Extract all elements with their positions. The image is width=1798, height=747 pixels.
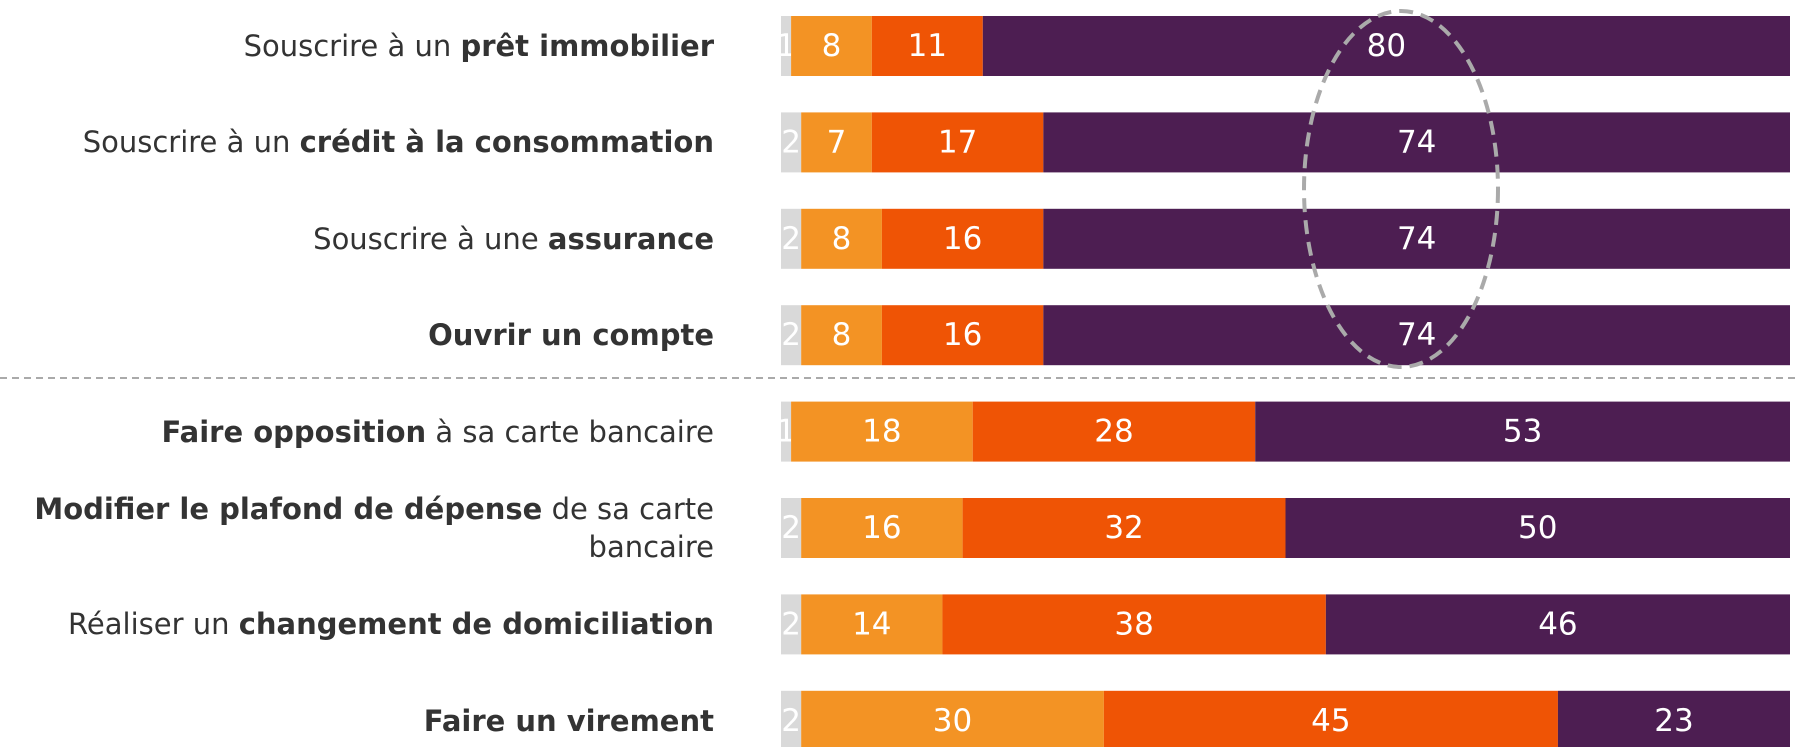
highlight-ellipse <box>1302 9 1500 369</box>
category-label: Souscrire à une assurance <box>0 220 714 258</box>
value-label: 2 <box>781 221 801 257</box>
value-label: 1 <box>776 414 796 450</box>
bar-segment <box>781 16 792 76</box>
bar-segment <box>781 208 802 269</box>
value-label: 2 <box>781 703 801 739</box>
value-label: 16 <box>943 317 982 353</box>
bar-segment <box>1103 690 1558 747</box>
category-label: Souscrire à un crédit à la consommation <box>0 123 714 161</box>
label-part: à sa carte bancaire <box>426 414 714 449</box>
bar-segment <box>881 305 1044 366</box>
value-label: 74 <box>1397 221 1436 257</box>
bar-segment <box>871 112 1044 173</box>
bar-segment <box>781 305 802 366</box>
category-label: Souscrire à un prêt immobilier <box>0 27 714 65</box>
bar-segment <box>1325 594 1790 655</box>
value-label: 2 <box>781 606 801 642</box>
value-label: 2 <box>781 124 801 160</box>
value-label: 7 <box>827 124 847 160</box>
value-label: 14 <box>852 606 891 642</box>
label-part: Ouvrir un compte <box>428 318 714 353</box>
bar-segment <box>972 401 1256 462</box>
bar-segment <box>1043 208 1790 269</box>
label-part: de sa carte bancaire <box>542 492 714 564</box>
value-label: 2 <box>781 510 801 546</box>
bar-segment <box>881 208 1044 269</box>
value-label: 2 <box>781 317 801 353</box>
label-part: Faire opposition <box>161 414 427 449</box>
label-part: Faire un virement <box>423 703 714 738</box>
category-label: Modifier le plafond de dépense de sa car… <box>0 490 714 566</box>
value-label: 53 <box>1503 414 1542 450</box>
bar-segment <box>791 16 872 76</box>
bar-segment <box>871 16 983 76</box>
bar-segment <box>781 594 802 655</box>
bar-segment <box>801 690 1104 747</box>
bar-segment <box>801 498 963 558</box>
bar-segment <box>1557 690 1790 747</box>
bar-segment <box>962 498 1286 558</box>
label-part: crédit à la consommation <box>299 125 714 160</box>
label-part: prêt immobilier <box>460 29 714 63</box>
value-label: 23 <box>1654 703 1693 739</box>
value-label: 28 <box>1094 414 1133 450</box>
value-label: 32 <box>1104 510 1143 546</box>
bar-segment <box>781 112 802 173</box>
value-label: 16 <box>862 510 901 546</box>
label-part: Souscrire à une <box>313 221 548 256</box>
bar-segment <box>781 498 802 558</box>
bar-segment <box>801 112 872 173</box>
value-label: 1 <box>776 28 796 64</box>
label-part: Souscrire à un <box>243 29 461 63</box>
value-label: 16 <box>943 221 982 257</box>
bar-segment <box>801 305 882 366</box>
value-label: 38 <box>1114 606 1153 642</box>
bar-segment <box>1285 498 1790 558</box>
value-label: 8 <box>832 221 852 257</box>
bar-segment <box>801 208 882 269</box>
bar-segment <box>801 594 943 655</box>
label-part: changement de domiciliation <box>238 607 714 642</box>
value-label: 74 <box>1397 317 1436 353</box>
value-label: 45 <box>1311 703 1350 739</box>
bar-segment <box>982 16 1790 76</box>
value-label: 11 <box>908 28 947 64</box>
bar-segment <box>791 401 973 462</box>
category-label: Faire opposition à sa carte bancaire <box>0 413 714 451</box>
value-label: 46 <box>1538 606 1577 642</box>
value-label: 8 <box>832 317 852 353</box>
value-label: 8 <box>822 28 842 64</box>
label-part: Modifier le plafond de dépense <box>34 492 543 526</box>
value-label: 80 <box>1367 28 1406 64</box>
value-label: 50 <box>1518 510 1557 546</box>
value-label: 30 <box>933 703 972 739</box>
value-label: 74 <box>1397 124 1436 160</box>
bar-segment <box>1255 401 1790 462</box>
value-label: 18 <box>862 414 901 450</box>
bar-segment <box>1043 305 1790 366</box>
category-label: Faire un virement <box>0 702 714 740</box>
category-label: Ouvrir un compte <box>0 316 714 354</box>
label-part: Souscrire à un <box>82 125 300 160</box>
category-label: Réaliser un changement de domiciliation <box>0 605 714 643</box>
bar-segment <box>942 594 1326 655</box>
label-part: assurance <box>547 221 714 256</box>
bar-segment <box>1043 112 1790 173</box>
bar-segment <box>781 690 802 747</box>
value-label: 17 <box>938 124 977 160</box>
label-part: Réaliser un <box>68 607 239 642</box>
bar-segment <box>781 401 792 462</box>
